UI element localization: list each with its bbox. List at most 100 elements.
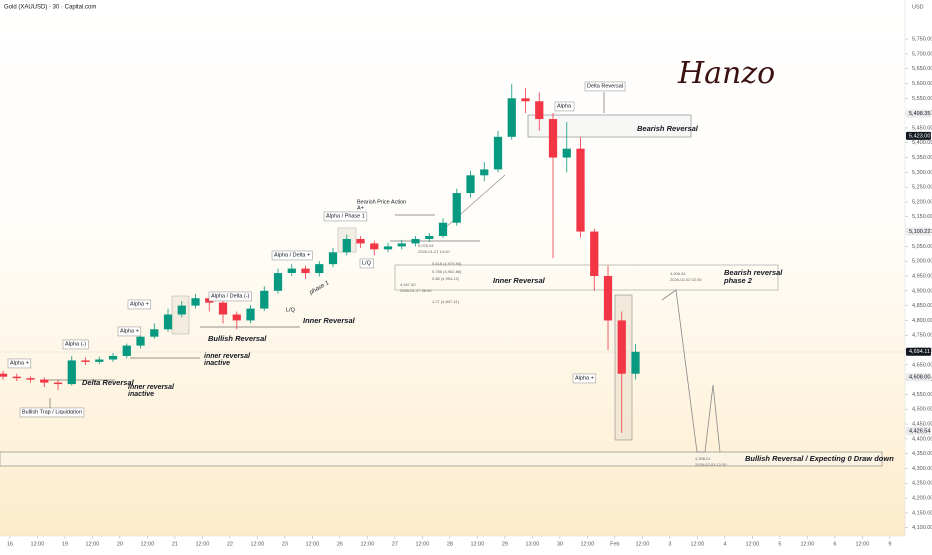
price-badge <box>906 427 931 436</box>
x-tick-label: Feb <box>610 541 619 547</box>
annotation: L/Q <box>286 307 296 313</box>
y-tick-label: 4,150.00 <box>912 510 932 516</box>
candle-body <box>301 268 310 274</box>
reversal-zone <box>394 264 779 291</box>
annotation: 4,947.40 <box>400 282 416 287</box>
candle-body <box>590 231 599 276</box>
annotation: Bearish Price Action <box>357 199 406 205</box>
y-tick-label: 4,300.00 <box>912 466 932 472</box>
annotation-box <box>572 373 597 384</box>
x-tick-label: 3 <box>668 541 671 547</box>
candle-body <box>425 236 434 239</box>
candle-body <box>287 268 296 274</box>
y-tick-label: 5,600.00 <box>912 81 932 87</box>
y-tick-label: 5,700.00 <box>912 51 932 57</box>
candle-body <box>493 136 503 170</box>
y-tick-label: 4,850.00 <box>912 303 932 309</box>
x-tick-label: 19 <box>62 541 68 547</box>
candle-body <box>342 238 351 253</box>
candle-body <box>631 351 640 374</box>
y-tick-label: 5,250.00 <box>912 185 932 191</box>
annotation: Bullish Trap / Liquidation <box>22 409 82 415</box>
x-tick-label: 6 <box>833 541 836 547</box>
annotation: Alpha + <box>575 375 594 381</box>
annotation: Alpha + <box>120 328 139 334</box>
annotation-box <box>359 258 374 269</box>
annotation: Bullish Reversal <box>208 334 267 343</box>
x-tick-label: 20 <box>117 541 123 547</box>
candle-body <box>452 193 461 223</box>
x-tick-label: 4 <box>723 541 726 547</box>
y-tick-label: 4,400.00 <box>912 436 932 442</box>
x-tick-label: 12:00 <box>306 541 320 547</box>
annotation-box <box>19 407 85 418</box>
annotation: Alpha + <box>130 301 149 307</box>
candle-body <box>356 238 365 244</box>
y-tick-label: 4,550.00 <box>912 392 932 398</box>
price-axis <box>905 0 932 550</box>
annotation: Bearish Reversal <box>637 124 699 133</box>
x-tick-label: 12:00 <box>31 541 45 547</box>
x-tick-label: 29 <box>502 541 508 547</box>
annotation: inactive <box>204 360 230 367</box>
zone <box>171 295 190 335</box>
candle-body <box>191 298 200 306</box>
annotation-box <box>271 250 313 261</box>
x-tick-label: 12:00 <box>855 541 869 547</box>
annotation: A+ <box>357 205 364 211</box>
annotation: 2026-01-27 06:00 <box>400 288 432 293</box>
x-tick-label: 5 <box>778 541 781 547</box>
annotation-box <box>584 81 626 92</box>
y-tick-label: 4,950.00 <box>912 273 932 279</box>
annotation: 5,078.94 <box>418 243 434 248</box>
y-tick-label: 4,500.00 <box>912 407 932 413</box>
plot-background <box>0 0 905 536</box>
y-tick-label: 4,200.00 <box>912 496 932 502</box>
annotation: 0.88 (4,954.12) <box>432 276 460 281</box>
annotation: Delta Reversal <box>587 83 623 89</box>
annotation: Inner Reversal <box>303 316 356 325</box>
y-tick-label: 4,800.00 <box>912 318 932 324</box>
annotation: Inner Reversal <box>493 276 546 285</box>
annotation: Delta Reversal <box>82 378 135 387</box>
candle-body <box>411 238 420 244</box>
candle-body <box>466 175 475 194</box>
x-tick-label: 12:00 <box>471 541 485 547</box>
y-tick-label: 4,750.00 <box>912 333 932 339</box>
candle-body <box>438 222 448 237</box>
x-tick-label: 22 <box>227 541 233 547</box>
y-tick-label: 5,200.00 <box>912 199 932 205</box>
annotation: Alpha / Delta + <box>274 252 310 258</box>
projection-path <box>661 289 721 453</box>
candle-body <box>383 246 393 250</box>
annotation: 0.786 (4,962.86) <box>432 269 462 274</box>
candle-body <box>576 148 585 232</box>
y-tick-label: 5,150.00 <box>912 214 932 220</box>
x-tick-label: 16 <box>7 541 13 547</box>
candle-body <box>12 376 21 379</box>
y-tick-label: 4,650.00 <box>912 362 932 368</box>
price-badge-label: 5,100.22 <box>909 229 930 235</box>
y-tick-label: 4,450.00 <box>912 422 932 428</box>
annotation: inner reversal <box>204 353 251 360</box>
annotation: 2026-02-03 12:30 <box>695 462 727 467</box>
bullish-zone <box>0 451 883 467</box>
candle-body <box>136 336 145 346</box>
y-tick-label: 5,300.00 <box>912 170 932 176</box>
annotation: Hanzo <box>677 56 775 91</box>
candle-body <box>397 243 406 247</box>
x-tick-label: 13:00 <box>526 541 540 547</box>
candle-body <box>273 273 283 291</box>
annotation-box <box>127 299 152 310</box>
annotation-box <box>7 358 32 369</box>
candle-body <box>150 329 159 337</box>
annotation: 4,398.01 <box>695 456 711 461</box>
price-badge <box>906 227 931 236</box>
candle-body <box>40 379 49 383</box>
annotation: Alpha / Phase 1 <box>326 213 365 219</box>
candle-body <box>507 98 516 137</box>
candle-body <box>81 360 90 362</box>
candle-body <box>108 355 118 360</box>
x-tick-label: 12:00 <box>581 541 595 547</box>
candle-body <box>328 252 338 265</box>
